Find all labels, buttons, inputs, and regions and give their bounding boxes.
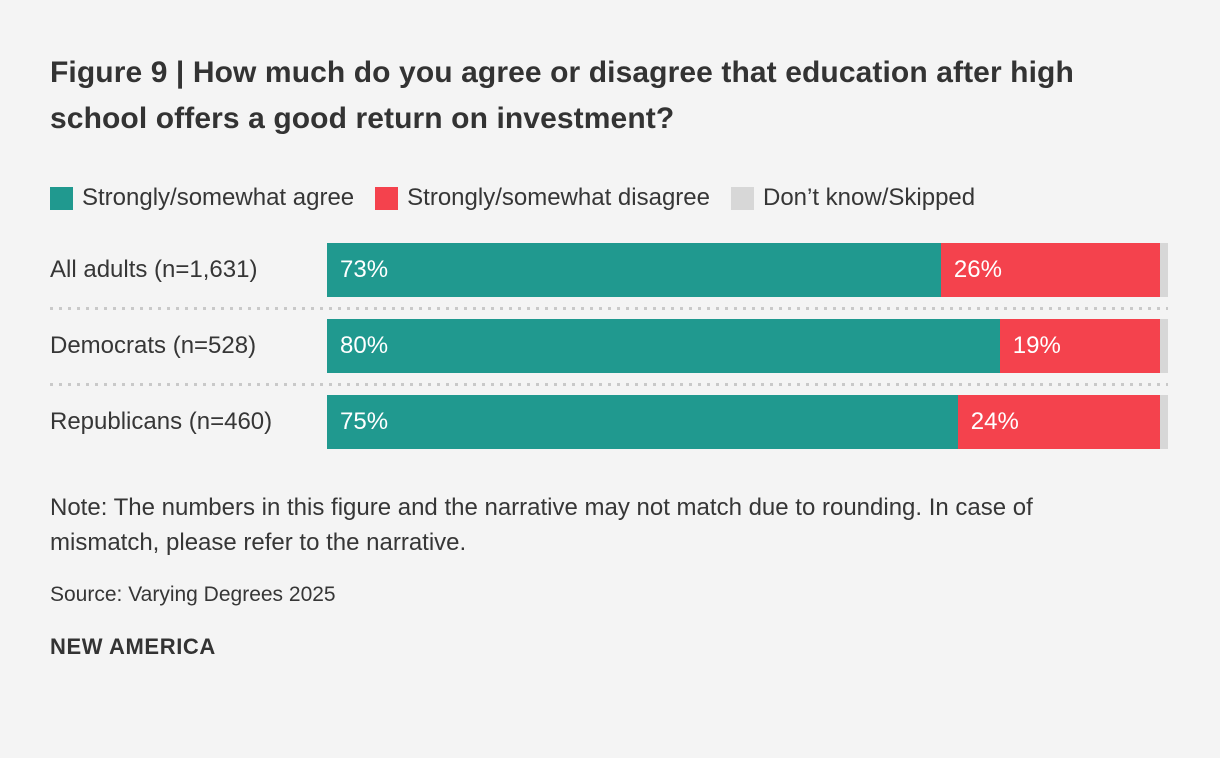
bar-value-label: 19% [1012,332,1061,359]
legend: Strongly/somewhat agree Strongly/somewha… [50,184,1168,212]
legend-item-disagree: Strongly/somewhat disagree [375,184,710,212]
legend-item-agree: Strongly/somewhat agree [50,184,354,212]
bar-track: 73% 26% [327,243,1168,297]
bar-row-all-adults: All adults (n=1,631) 73% 26% [50,243,1168,297]
bar-track: 75% 24% [327,395,1168,449]
page-title: Figure 9 | How much do you agree or disa… [50,56,1074,135]
bar-value-label: 24% [970,408,1019,435]
bar-row-democrats: Democrats (n=528) 80% 19% [50,319,1168,373]
bar-value-label: 73% [340,256,389,283]
row-separator [50,307,1168,310]
source-text: Source: Varying Degrees 2025 [50,583,336,606]
bar-segment-dontknow [1159,319,1168,373]
bar-value-label: 26% [953,256,1002,283]
bar-value-label: 75% [340,408,389,435]
category-label: All adults (n=1,631) [50,256,258,283]
legend-label-disagree: Strongly/somewhat disagree [407,184,710,211]
bar-value-label: 80% [340,332,389,359]
bar-segment-agree: 75% [327,395,958,449]
bar-segment-disagree: 26% [940,243,1160,297]
figure-container: Figure 9 | How much do you agree or disa… [0,50,1220,660]
bar-segment-dontknow [1159,395,1168,449]
bar-segment-dontknow [1159,243,1168,297]
bar-segment-disagree: 24% [957,395,1160,449]
legend-label-agree: Strongly/somewhat agree [82,184,355,211]
legend-swatch-disagree [375,186,399,210]
row-separator [50,383,1168,386]
bar-segment-agree: 73% [327,243,941,297]
org-wordmark: NEW AMERICA [50,634,216,659]
legend-item-dontknow: Don’t know/Skipped [730,184,976,212]
category-label: Republicans (n=460) [50,408,273,435]
legend-label-dontknow: Don’t know/Skipped [762,184,976,211]
bar-segment-disagree: 19% [999,319,1160,373]
bar-row-republicans: Republicans (n=460) 75% 24% [50,395,1168,449]
bar-segment-agree: 80% [327,319,1000,373]
legend-swatch-agree [50,186,73,210]
bar-track: 80% 19% [327,319,1168,373]
legend-swatch-dontknow [730,186,754,210]
stacked-bar-chart: All adults (n=1,631) 73% 26% Democrats (… [50,243,1168,449]
category-label: Democrats (n=528) [50,332,257,359]
note-text: Note: The numbers in this figure and the… [50,494,1033,556]
